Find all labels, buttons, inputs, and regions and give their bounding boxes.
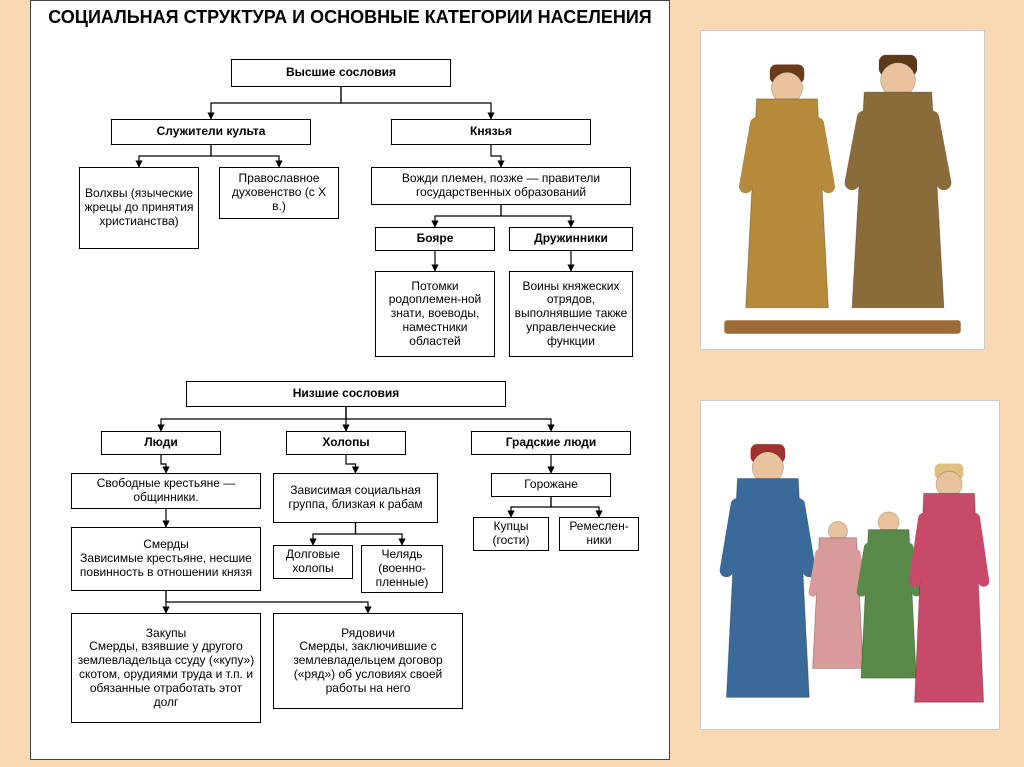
node-knyaz: Князья	[391, 119, 591, 145]
node-zavis: Зависимая социальная группа, близкая к р…	[273, 473, 438, 523]
node-lyudi: Люди	[101, 431, 221, 455]
diagram-panel: СОЦИАЛЬНАЯ СТРУКТУРА И ОСНОВНЫЕ КАТЕГОРИ…	[30, 0, 670, 760]
node-kupcy: Купцы (гости)	[473, 517, 549, 551]
node-pravo: Православное духовенство (с X в.)	[219, 167, 339, 219]
node-gorozh: Горожане	[491, 473, 611, 497]
node-chel: Челядь (военно-пленные)	[361, 545, 443, 593]
node-smerdy: СмердыЗависимые крестьяне, несшие повинн…	[71, 527, 261, 591]
node-top: Высшие сословия	[231, 59, 451, 87]
node-zakupy: ЗакупыСмерды, взявшие у другого землевла…	[71, 613, 261, 723]
illustration-nobles	[700, 30, 985, 350]
node-druz: Дружинники	[509, 227, 633, 251]
node-volhvy: Волхвы (языческие жрецы до принятия хрис…	[79, 167, 199, 249]
node-ryad: РядовичиСмерды, заключившие с землевладе…	[273, 613, 463, 709]
node-vozhdi: Вожди племен, позже — правители государс…	[371, 167, 631, 205]
node-cult: Служители культа	[111, 119, 311, 145]
node-boyare: Бояре	[375, 227, 495, 251]
node-svob: Свободные крестьяне — общинники.	[71, 473, 261, 509]
node-dolg: Долговые холопы	[273, 545, 353, 579]
node-grad: Градские люди	[471, 431, 631, 455]
node-low: Низшие сословия	[186, 381, 506, 407]
node-holopy: Холопы	[286, 431, 406, 455]
node-remes: Ремеслен-ники	[559, 517, 639, 551]
node-potomki: Потомки родоплемен-ной знати, воеводы, н…	[375, 271, 495, 357]
diagram-title: СОЦИАЛЬНАЯ СТРУКТУРА И ОСНОВНЫЕ КАТЕГОРИ…	[31, 1, 669, 33]
node-voiny: Воины княжеских отрядов, выполнявшие так…	[509, 271, 633, 357]
slide: СОЦИАЛЬНАЯ СТРУКТУРА И ОСНОВНЫЕ КАТЕГОРИ…	[0, 0, 1024, 767]
illustration-commoners	[700, 400, 1000, 730]
